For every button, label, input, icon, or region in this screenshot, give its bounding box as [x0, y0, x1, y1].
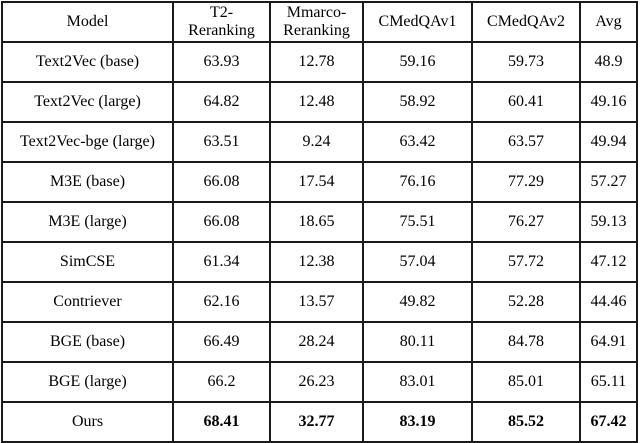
score-cell: 85.52 — [471, 401, 581, 443]
table-row-m3e-base: M3E (base) 66.08 17.54 76.16 77.29 57.27 — [1, 161, 638, 203]
score-cell: 59.73 — [471, 41, 581, 83]
table-row-simcse: SimCSE 61.34 12.38 57.04 57.72 47.12 — [1, 241, 638, 283]
score-cell: 85.01 — [471, 361, 581, 403]
score-cell: 83.19 — [362, 401, 473, 443]
score-cell: 59.13 — [579, 201, 638, 243]
score-cell: 17.54 — [269, 161, 364, 203]
model-name-cell: M3E (large) — [1, 201, 174, 243]
score-cell: 49.82 — [362, 281, 473, 323]
score-cell: 58.92 — [362, 81, 473, 123]
header-t2-reranking: T2- Reranking — [172, 1, 271, 43]
table-row-text2vec-large: Text2Vec (large) 64.82 12.48 58.92 60.41… — [1, 81, 638, 123]
header-model: Model — [1, 1, 174, 43]
score-cell: 59.16 — [362, 41, 473, 83]
score-cell: 9.24 — [269, 121, 364, 163]
score-cell: 13.57 — [269, 281, 364, 323]
score-cell: 44.46 — [579, 281, 638, 323]
score-cell: 32.77 — [269, 401, 364, 443]
score-cell: 57.04 — [362, 241, 473, 283]
model-name-cell: Contriever — [1, 281, 174, 323]
table-header: Model T2- Reranking Mmarco- Reranking CM… — [1, 1, 638, 43]
score-cell: 66.08 — [172, 201, 271, 243]
score-cell: 63.51 — [172, 121, 271, 163]
table-body: Text2Vec (base) 63.93 12.78 59.16 59.73 … — [1, 41, 638, 443]
model-name-cell: Text2Vec (base) — [1, 41, 174, 83]
header-mmarco-line1: Mmarco- — [286, 4, 347, 21]
score-cell: 77.29 — [471, 161, 581, 203]
model-name-cell: Text2Vec (large) — [1, 81, 174, 123]
header-t2-line1: T2- — [209, 4, 234, 21]
table-row-m3e-large: M3E (large) 66.08 18.65 75.51 76.27 59.1… — [1, 201, 638, 243]
score-cell: 52.28 — [471, 281, 581, 323]
table-row-text2vec-bge-large: Text2Vec-bge (large) 63.51 9.24 63.42 63… — [1, 121, 638, 163]
score-cell: 63.57 — [471, 121, 581, 163]
header-cmedqav2: CMedQAv2 — [471, 1, 581, 43]
model-name-cell: BGE (base) — [1, 321, 174, 363]
score-cell: 68.41 — [172, 401, 271, 443]
header-mmarco-line2: Reranking — [283, 22, 350, 39]
score-cell: 28.24 — [269, 321, 364, 363]
model-name-cell: SimCSE — [1, 241, 174, 283]
header-model-label: Model — [66, 13, 109, 30]
table-row-bge-large: BGE (large) 66.2 26.23 83.01 85.01 65.11 — [1, 361, 638, 403]
score-cell: 47.12 — [579, 241, 638, 283]
score-cell: 12.38 — [269, 241, 364, 283]
score-cell: 63.93 — [172, 41, 271, 83]
score-cell: 66.08 — [172, 161, 271, 203]
score-cell: 76.16 — [362, 161, 473, 203]
score-cell: 57.72 — [471, 241, 581, 283]
header-cmedqav1: CMedQAv1 — [362, 1, 473, 43]
score-cell: 76.27 — [471, 201, 581, 243]
table-row-text2vec-base: Text2Vec (base) 63.93 12.78 59.16 59.73 … — [1, 41, 638, 83]
score-cell: 67.42 — [579, 401, 638, 443]
score-cell: 48.9 — [579, 41, 638, 83]
header-row: Model T2- Reranking Mmarco- Reranking CM… — [1, 1, 638, 43]
score-cell: 18.65 — [269, 201, 364, 243]
score-cell: 80.11 — [362, 321, 473, 363]
score-cell: 49.16 — [579, 81, 638, 123]
header-cmedqav1-label: CMedQAv1 — [378, 13, 457, 30]
header-cmedqav2-label: CMedQAv2 — [487, 13, 565, 30]
score-cell: 63.42 — [362, 121, 473, 163]
score-cell: 62.16 — [172, 281, 271, 323]
score-cell: 26.23 — [269, 361, 364, 403]
model-name-cell: M3E (base) — [1, 161, 174, 203]
score-cell: 84.78 — [471, 321, 581, 363]
header-t2-line2: Reranking — [188, 22, 255, 39]
table-row-bge-base: BGE (base) 66.49 28.24 80.11 84.78 64.91 — [1, 321, 638, 363]
score-cell: 12.78 — [269, 41, 364, 83]
score-cell: 57.27 — [579, 161, 638, 203]
table-row-contriever: Contriever 62.16 13.57 49.82 52.28 44.46 — [1, 281, 638, 323]
header-mmarco-reranking: Mmarco- Reranking — [269, 1, 364, 43]
header-avg: Avg — [579, 1, 638, 43]
score-cell: 61.34 — [172, 241, 271, 283]
score-cell: 64.91 — [579, 321, 638, 363]
score-cell: 65.11 — [579, 361, 638, 403]
score-cell: 66.49 — [172, 321, 271, 363]
score-cell: 83.01 — [362, 361, 473, 403]
model-name-cell: Ours — [1, 401, 174, 443]
score-cell: 66.2 — [172, 361, 271, 403]
score-cell: 75.51 — [362, 201, 473, 243]
score-cell: 60.41 — [471, 81, 581, 123]
score-cell: 64.82 — [172, 81, 271, 123]
table-row-ours: Ours 68.41 32.77 83.19 85.52 67.42 — [1, 401, 638, 443]
model-name-cell: BGE (large) — [1, 361, 174, 403]
score-cell: 49.94 — [579, 121, 638, 163]
score-cell: 12.48 — [269, 81, 364, 123]
header-avg-label: Avg — [595, 13, 622, 30]
model-name-cell: Text2Vec-bge (large) — [1, 121, 174, 163]
